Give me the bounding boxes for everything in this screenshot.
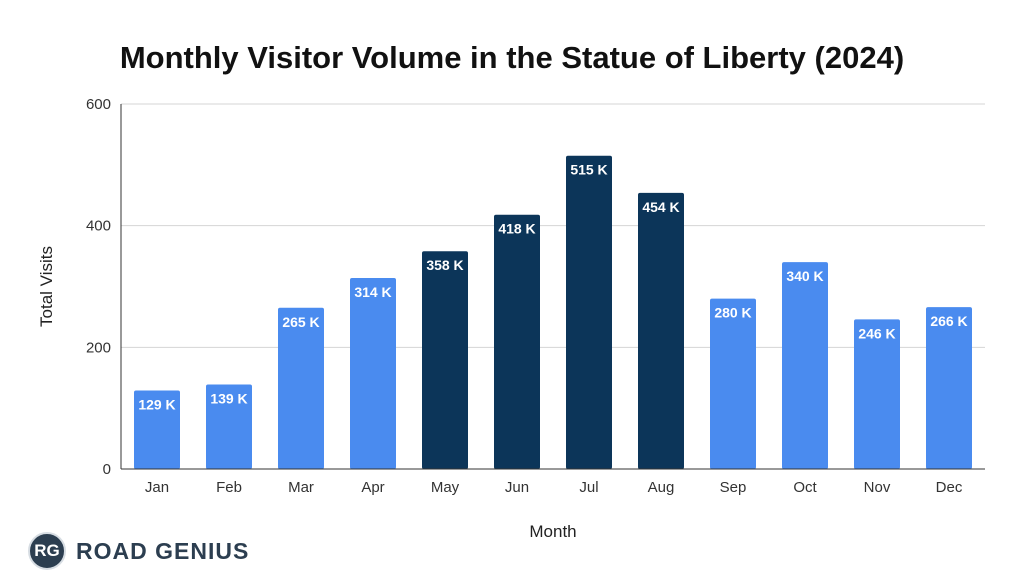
data-label: 314 K xyxy=(354,284,391,300)
data-label: 358 K xyxy=(426,257,463,273)
bar-aug xyxy=(638,192,684,470)
data-label: 515 K xyxy=(570,162,607,178)
y-tick-label: 600 xyxy=(86,96,111,113)
x-tick-label: Aug xyxy=(648,479,675,496)
x-tick-label: Jul xyxy=(579,479,598,496)
data-label: 454 K xyxy=(642,199,679,215)
y-axis-ticks: 0 200 400 600 xyxy=(86,96,111,478)
data-label: 265 K xyxy=(282,314,319,330)
x-tick-label: Jun xyxy=(505,479,529,496)
chart-title: Monthly Visitor Volume in the Statue of … xyxy=(119,40,905,75)
bar-oct xyxy=(782,262,828,469)
data-label: 280 K xyxy=(714,305,751,321)
data-label: 266 K xyxy=(930,313,967,329)
x-tick-label: Apr xyxy=(361,479,384,496)
bar-jul xyxy=(566,155,612,470)
y-tick-label: 400 xyxy=(86,218,111,235)
bar-jun xyxy=(494,214,540,469)
y-tick-label: 200 xyxy=(86,339,111,356)
x-axis-ticks: Jan Feb Mar Apr May Jun Jul Aug Sep Oct Nov Dec xyxy=(145,479,963,496)
x-tick-label: Jan xyxy=(145,479,169,496)
bar-may xyxy=(422,251,468,469)
data-labels: 129 K 139 K 265 K 314 K 358 K 418 K 515 K 454 K… xyxy=(138,162,967,413)
road-genius-logo-icon: RG xyxy=(28,532,66,570)
x-tick-label: Nov xyxy=(864,479,891,496)
bar-jan xyxy=(134,390,180,469)
brand-name: ROAD GENIUS xyxy=(76,537,250,564)
data-label: 418 K xyxy=(498,221,535,237)
x-tick-label: Dec xyxy=(936,479,963,496)
x-tick-label: Sep xyxy=(720,479,747,496)
data-label: 129 K xyxy=(138,397,175,413)
bar-feb xyxy=(206,384,252,469)
x-tick-label: May xyxy=(431,479,460,496)
data-label: 246 K xyxy=(858,325,895,341)
data-label: 340 K xyxy=(786,268,823,284)
bar-apr xyxy=(350,277,396,469)
x-tick-label: Mar xyxy=(288,479,314,496)
bar-mar xyxy=(278,307,324,469)
brand-watermark: RG ROAD GENIUS xyxy=(28,530,249,572)
data-label: 139 K xyxy=(210,390,247,406)
x-axis-title: Month xyxy=(529,522,576,541)
bar-sep xyxy=(710,298,756,469)
y-axis-title: Total Visits xyxy=(37,246,56,327)
gridlines xyxy=(121,103,985,348)
x-tick-label: Feb xyxy=(216,479,242,496)
bar-dec xyxy=(926,307,972,469)
bars xyxy=(134,155,972,470)
bar-nov xyxy=(854,319,900,469)
y-tick-label: 0 xyxy=(103,461,111,478)
x-tick-label: Oct xyxy=(793,479,817,496)
